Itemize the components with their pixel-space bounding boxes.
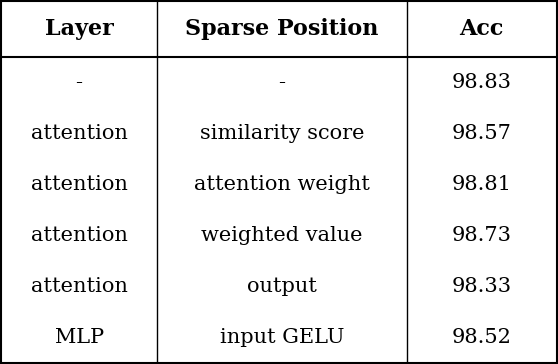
Text: 98.81: 98.81	[451, 175, 512, 194]
Text: similarity score: similarity score	[200, 124, 364, 143]
Text: -: -	[278, 73, 285, 92]
Text: MLP: MLP	[55, 328, 104, 347]
Text: Acc: Acc	[459, 19, 504, 40]
Text: attention: attention	[31, 226, 128, 245]
Text: 98.33: 98.33	[451, 277, 512, 296]
Text: 98.57: 98.57	[452, 124, 512, 143]
Text: Layer: Layer	[45, 19, 113, 40]
Text: attention: attention	[31, 124, 128, 143]
Text: attention: attention	[31, 175, 128, 194]
Text: -: -	[76, 73, 83, 92]
Text: attention: attention	[31, 277, 128, 296]
Text: weighted value: weighted value	[201, 226, 363, 245]
Text: Sparse Position: Sparse Position	[185, 19, 378, 40]
Text: input GELU: input GELU	[219, 328, 344, 347]
Text: output: output	[247, 277, 317, 296]
Text: 98.73: 98.73	[451, 226, 512, 245]
Text: 98.52: 98.52	[452, 328, 512, 347]
Text: 98.83: 98.83	[451, 73, 512, 92]
Text: attention weight: attention weight	[194, 175, 370, 194]
